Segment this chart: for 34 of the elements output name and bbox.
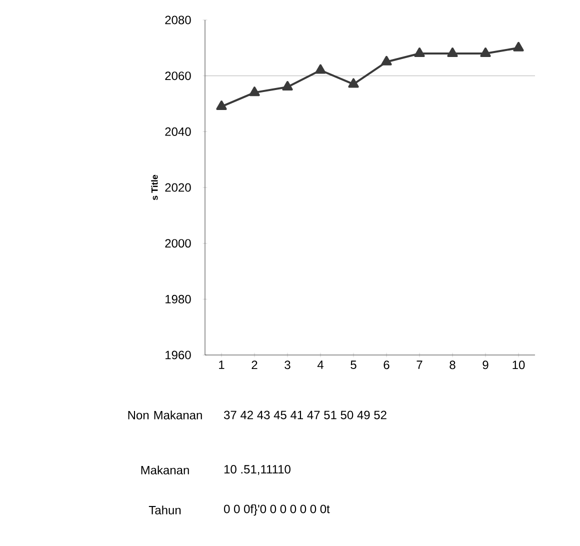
point: [381, 56, 392, 66]
point: [282, 80, 293, 90]
x-tick-label: 5: [350, 360, 356, 370]
y-tick-label: 2020: [165, 183, 191, 192]
text: Non Makanan: [128, 410, 202, 420]
y-tick-label: 1980: [166, 294, 191, 304]
y-tick-label: 2060: [165, 72, 191, 80]
y-axis-title: s Title: [151, 174, 158, 200]
text: 10 .51,11110: [224, 465, 290, 475]
x-tick-label: 3: [284, 360, 290, 370]
x-tick-label: 8: [450, 360, 456, 370]
y-tick-label: 2000: [165, 239, 191, 248]
text: Makanan: [141, 466, 189, 474]
point: [315, 64, 326, 74]
text: 0 0 0f}'0 0 0 0 0 0 0t: [224, 504, 330, 516]
point: [447, 47, 458, 57]
x-tick-label: 6: [384, 360, 390, 370]
point: [348, 78, 359, 88]
point: [216, 100, 227, 110]
x-tick-label: 4: [317, 360, 324, 369]
y-tick-label: 2080: [165, 16, 191, 24]
point: [513, 42, 524, 52]
x-tick-label: 2: [252, 360, 258, 370]
point: [414, 47, 425, 57]
y-tick-label: 2040: [165, 127, 191, 136]
y-tick-label: 1960: [166, 350, 191, 360]
x-tick-label: 10: [512, 360, 525, 370]
x-tick-label: 1: [219, 360, 224, 369]
point: [480, 47, 491, 57]
x-tick-label: 9: [482, 360, 488, 370]
point: [249, 86, 260, 96]
text: 37 42 43 45 41 47 51 50 49 52: [224, 410, 386, 420]
text: Tahun: [148, 506, 181, 514]
x-tick-label: 7: [416, 360, 422, 369]
